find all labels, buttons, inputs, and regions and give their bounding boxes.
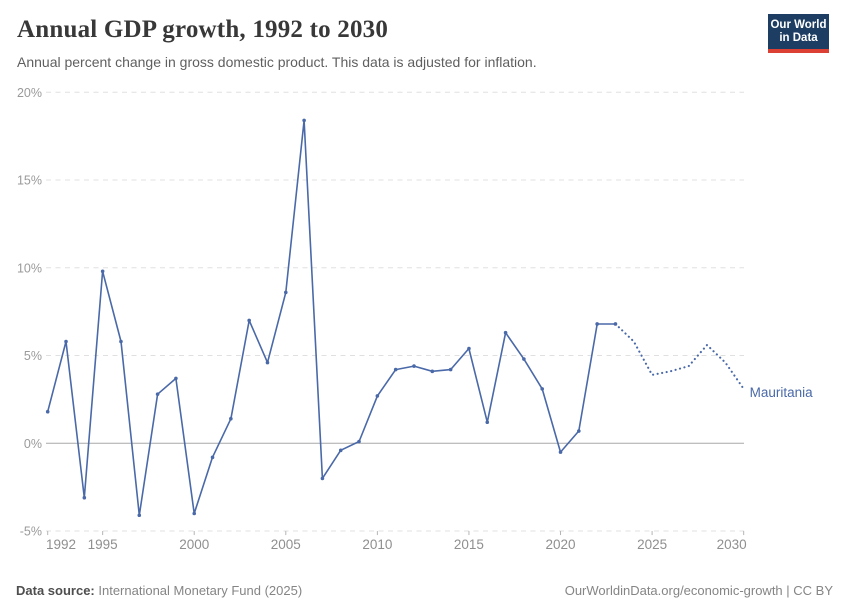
data-point-2000 — [192, 511, 197, 516]
y-tick-label-5: 5% — [24, 349, 42, 363]
x-tick-label-2015: 2015 — [454, 537, 484, 552]
data-point-1996 — [119, 339, 123, 344]
data-point-2001 — [210, 455, 215, 460]
data-point-2018 — [522, 357, 526, 361]
data-point-2022 — [595, 322, 599, 326]
x-tick-label-2020: 2020 — [545, 537, 575, 552]
data-point-2023 — [613, 322, 618, 326]
x-tick-label-2005: 2005 — [271, 537, 301, 552]
data-point-2019 — [540, 387, 545, 391]
data-point-2004 — [265, 360, 270, 365]
data-source-value: International Monetary Fund (2025) — [98, 583, 303, 598]
data-point-1992 — [45, 409, 50, 414]
data-point-1998 — [155, 392, 160, 396]
x-tick-label-2010: 2010 — [362, 537, 392, 552]
y-tick-label--5: -5% — [20, 525, 42, 539]
data-point-2016 — [485, 420, 490, 425]
x-tick-label-1995: 1995 — [88, 537, 118, 552]
y-tick-label-10: 10% — [17, 261, 42, 275]
page-title: Annual GDP growth, 1992 to 2030 — [17, 16, 389, 43]
data-point-2020 — [558, 450, 563, 454]
data-point-2012 — [412, 364, 416, 368]
data-point-2008 — [338, 448, 343, 453]
data-point-2017 — [503, 330, 508, 335]
data-point-2003 — [247, 318, 251, 323]
data-point-1997 — [137, 513, 142, 518]
data-source-label: Data source: — [16, 583, 95, 598]
license-link[interactable]: OurWorldinData.org/economic-growth | CC … — [564, 583, 833, 598]
chart-subtitle: Annual percent change in gross domestic … — [17, 54, 537, 70]
x-tick-label-2025: 2025 — [637, 537, 667, 552]
x-tick-label-1992: 1992 — [46, 537, 76, 552]
data-point-2009 — [357, 439, 361, 444]
owid-logo-line2: in Data — [779, 32, 818, 44]
entity-label: Mauritania — [750, 385, 814, 400]
data-point-2013 — [430, 369, 435, 374]
data-point-2014 — [448, 367, 453, 372]
y-tick-label-20: 20% — [17, 86, 42, 100]
data-point-2005 — [283, 290, 288, 295]
data-point-2006 — [302, 118, 306, 123]
data-point-2015 — [467, 346, 471, 351]
x-tick-label-2030: 2030 — [717, 537, 747, 552]
series-line-projection — [614, 322, 745, 390]
data-point-2010 — [375, 394, 380, 398]
owid-logo: Our World in Data — [768, 14, 829, 53]
series-line-solid — [46, 119, 616, 517]
data-point-2007 — [320, 476, 325, 481]
data-point-1993 — [64, 339, 68, 344]
data-source: Data source: International Monetary Fund… — [16, 583, 302, 598]
y-tick-label-0: 0% — [24, 437, 42, 451]
y-tick-label-15: 15% — [17, 174, 42, 188]
x-tick-label-2000: 2000 — [179, 537, 209, 552]
owid-logo-line1: Our World — [770, 19, 827, 31]
data-point-1994 — [82, 495, 87, 500]
data-point-1999 — [174, 376, 178, 381]
chart-footer: Data source: International Monetary Fund… — [16, 583, 833, 598]
data-point-2021 — [577, 429, 581, 433]
data-point-1995 — [100, 269, 105, 274]
data-point-2011 — [393, 367, 398, 372]
data-point-2002 — [229, 416, 233, 421]
